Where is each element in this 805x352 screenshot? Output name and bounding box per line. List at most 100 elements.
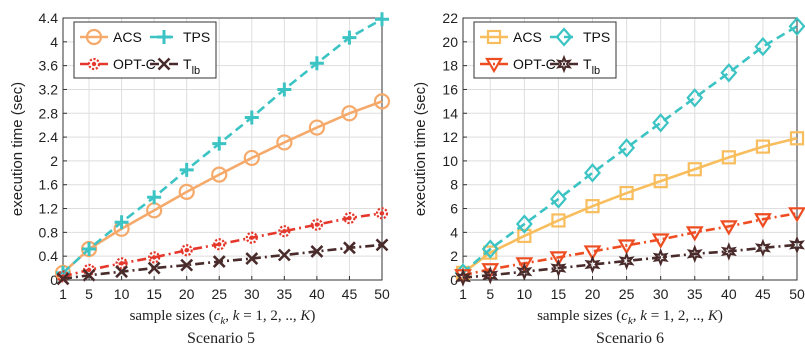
data-point-marker [720,63,738,83]
data-point-marker [549,189,567,209]
data-point-marker [147,261,161,275]
data-point-marker [617,239,636,255]
data-point-marker [755,139,771,154]
data-point-marker [481,239,499,259]
data-point-marker [373,93,391,110]
y-tick-label: 4.4 [39,10,59,26]
data-point-marker [754,238,771,258]
data-point-marker-core [184,248,189,253]
data-point-marker [788,207,805,223]
data-point-marker-core [151,255,157,260]
legend-label: TPS [583,29,610,45]
series-acs [54,93,391,281]
data-point-marker [585,199,600,214]
y-tick-label: 3.2 [39,81,59,97]
x-tick-label: 15 [146,286,162,302]
data-point-marker [309,56,324,71]
data-point-marker [180,258,194,272]
x-axis-label: sample sizes (ck, k = 1, 2, .., K) [130,308,316,327]
legend-marker [157,30,171,44]
data-point-marker [180,244,193,257]
y-tick-label: 20 [442,34,458,50]
data-point-marker [276,134,293,151]
y-tick-label: 6 [450,201,458,217]
x-axis-label: sample sizes (ck, k = 1, 2, .., K) [537,308,723,327]
y-tick-label: 2 [50,153,58,169]
x-tick-label: 30 [653,286,669,302]
data-point-marker [308,119,325,136]
data-point-marker [245,252,259,265]
data-point-marker [310,218,323,231]
data-point-marker [550,258,567,278]
y-tick-label: 0 [450,272,458,288]
x-tick-label: 35 [277,286,293,302]
data-point-marker [721,150,736,165]
y-tick-label: 0 [50,272,58,288]
axes-box [462,17,798,281]
data-point-marker [652,248,669,267]
data-point-marker [619,185,634,201]
data-point-marker [788,16,805,37]
y-tick-label: 1.2 [39,201,59,217]
x-tick-label: 25 [211,286,227,302]
y-tick-label: 10 [442,153,458,169]
data-point-marker-core [379,211,385,216]
data-point-marker [516,262,533,281]
data-point-marker-core [347,215,352,221]
data-point-marker [212,136,227,151]
data-point-marker [179,162,194,177]
legend-label: TPS [183,29,210,45]
data-point-marker [754,213,772,229]
data-point-marker [82,268,96,282]
data-point-marker [212,255,226,268]
data-point-marker [584,255,601,274]
y-tick-label: 3.6 [39,58,59,74]
legend-label: OPT-C [113,56,156,72]
y-tick-label: 16 [442,81,458,97]
data-point-marker [551,213,566,228]
data-point-marker [243,149,260,167]
data-point-marker [343,241,356,255]
data-point-marker [482,265,499,285]
data-point-marker-core [314,222,320,227]
legend-label: ACS [113,29,142,45]
x-tick-label: 30 [244,286,260,302]
legend-marker [87,57,101,71]
x-tick-label: 15 [551,286,567,302]
data-point-marker [245,231,258,244]
data-point-marker [652,113,670,133]
x-tick-label: 40 [309,286,325,302]
data-point-marker [754,36,772,57]
data-point-marker-core [282,228,287,234]
y-tick-label: 0.8 [39,224,59,240]
data-point-marker [277,82,292,97]
data-point-marker [788,235,805,255]
x-tick-label: 45 [755,286,771,302]
chart-caption: Scenario 6 [596,330,664,347]
data-point-marker [310,244,324,258]
data-point-marker-core [119,261,124,266]
legend-label: ACS [513,29,542,45]
x-tick-label: 10 [114,286,130,302]
data-point-marker [454,268,472,287]
data-point-marker [687,162,702,177]
legend-marker [485,57,503,74]
series-line [462,212,798,277]
data-point-marker [115,265,129,279]
data-point-marker [114,215,129,230]
data-point-marker [685,226,704,242]
data-point-marker [789,131,805,146]
data-point-marker [583,245,602,261]
legend-label: OPT-C [513,56,556,72]
data-point-marker [56,270,70,283]
data-point-marker [618,251,635,271]
x-tick-label: 25 [619,286,635,302]
data-point-marker [213,238,226,251]
y-axis-label: execution time (sec) [412,82,429,216]
series-line [62,100,383,274]
legend-marker [85,28,103,46]
x-tick-label: 35 [687,286,703,302]
y-tick-label: 2 [450,248,458,264]
chart-panel-2: 1 5 10 15 20 25 30 35 40 45 500246810121416182022A… [412,10,805,347]
